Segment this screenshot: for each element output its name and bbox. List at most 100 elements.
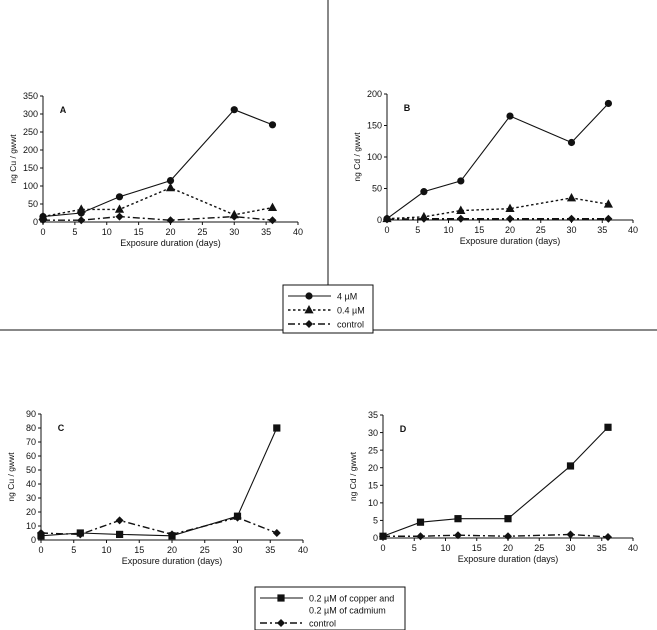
legend-box xyxy=(254,586,406,630)
data-point xyxy=(77,216,86,225)
y-tick-label: 30 xyxy=(368,428,378,438)
x-tick-label: 10 xyxy=(443,225,453,235)
panel-letter: A xyxy=(60,105,67,115)
legend-entry: 0.2 µM of copper and 0.2 µM of cadmium xyxy=(260,594,394,616)
legend-marker xyxy=(305,292,313,300)
y-tick-label: 200 xyxy=(23,145,38,155)
data-point xyxy=(116,530,124,538)
data-point xyxy=(272,529,281,537)
data-point xyxy=(416,532,425,541)
legend-marker xyxy=(277,619,285,627)
y-tick-label: 50 xyxy=(372,184,382,194)
data-point xyxy=(454,515,462,523)
x-tick-label: 0 xyxy=(38,545,43,555)
data-point xyxy=(38,211,48,220)
x-tick-label: 30 xyxy=(566,225,576,235)
x-axis-label: Exposure duration (days) xyxy=(458,554,559,564)
chart-panel-d: 0 5 10 15 20 25 30 35 0 5 10 15 20 25 30 35 40 Exposure d… xyxy=(348,410,638,564)
y-tick-label: 150 xyxy=(23,163,38,173)
data-point xyxy=(604,532,612,541)
data-point xyxy=(505,203,515,213)
x-axis-label: Exposure duration (days) xyxy=(120,238,221,248)
x-tick-label: 0 xyxy=(40,227,45,237)
legend-marker xyxy=(304,305,314,314)
series-square xyxy=(379,423,612,540)
x-tick-label: 35 xyxy=(261,227,271,237)
data-point xyxy=(166,177,175,185)
x-tick-label: 10 xyxy=(102,227,112,237)
legend-entry: control xyxy=(288,320,364,330)
y-tick-label: 0 xyxy=(373,533,378,543)
x-tick-label: 10 xyxy=(101,545,111,555)
x-tick-label: 25 xyxy=(200,545,210,555)
y-tick-label: 250 xyxy=(23,127,38,137)
chart-panel-a: 0 50 100 150 200 250 300 350 0 5 10 15 20 25 30 35 40 Exp… xyxy=(8,91,303,248)
x-tick-label: 30 xyxy=(565,543,575,553)
y-tick-label: 60 xyxy=(26,451,36,461)
x-tick-label: 40 xyxy=(628,543,638,553)
x-tick-label: 30 xyxy=(232,545,242,555)
series-circle xyxy=(39,106,277,221)
data-point xyxy=(566,530,575,539)
legend-marker xyxy=(305,320,313,328)
x-tick-label: 15 xyxy=(134,545,144,555)
y-tick-label: 100 xyxy=(367,152,382,162)
data-point xyxy=(457,177,465,185)
series-line xyxy=(40,427,278,537)
y-tick-label: 0 xyxy=(31,535,36,545)
legend-label: 4 µM xyxy=(337,292,357,302)
series-line xyxy=(40,516,278,536)
data-point xyxy=(115,193,124,201)
data-point xyxy=(233,513,242,522)
series-line xyxy=(382,426,609,537)
series-line xyxy=(383,533,609,538)
y-tick-label: 200 xyxy=(367,89,382,99)
y-tick-label: 50 xyxy=(26,465,36,475)
y-tick-label: 40 xyxy=(26,479,36,489)
data-point xyxy=(419,214,428,223)
data-point xyxy=(566,462,575,470)
legend-label: 0.4 µM xyxy=(337,306,365,316)
x-tick-label: 20 xyxy=(165,227,175,237)
y-tick-label: 20 xyxy=(26,507,36,517)
data-point xyxy=(76,530,85,539)
data-point xyxy=(268,216,277,225)
data-point xyxy=(114,204,125,213)
panel-letter: B xyxy=(404,103,411,113)
y-tick-label: 20 xyxy=(368,463,378,473)
y-tick-label: 80 xyxy=(26,423,36,433)
series-circle xyxy=(383,99,613,223)
x-tick-label: 10 xyxy=(440,543,450,553)
data-point xyxy=(604,423,612,431)
series-diamond xyxy=(383,214,613,224)
data-point xyxy=(267,202,278,211)
legend-entry: 0.4 µM xyxy=(288,305,365,316)
x-tick-label: 35 xyxy=(597,543,607,553)
data-point xyxy=(567,214,576,223)
data-point xyxy=(506,112,514,120)
data-point xyxy=(39,216,47,225)
series-triangle xyxy=(38,182,278,220)
chart-panel-b: 0 50 100 150 200 0 5 10 15 20 25 30 35 40 Exposure dur… xyxy=(352,89,638,246)
data-point xyxy=(604,214,613,223)
y-tick-label: 10 xyxy=(368,498,378,508)
x-tick-label: 15 xyxy=(474,225,484,235)
series-diamond xyxy=(39,212,277,225)
y-tick-label: 90 xyxy=(26,409,36,419)
legend-label: 0.2 µM of copper and xyxy=(309,594,394,604)
data-point xyxy=(420,188,428,196)
data-point xyxy=(566,192,577,202)
series-line xyxy=(386,218,609,221)
x-tick-label: 25 xyxy=(536,225,546,235)
y-tick-label: 70 xyxy=(26,437,36,447)
data-point xyxy=(168,530,176,539)
data-point xyxy=(115,516,124,525)
series-line xyxy=(43,215,273,221)
panel-letter: D xyxy=(400,424,407,434)
legend-top: 4 µM 0.4 µM control xyxy=(282,284,374,334)
data-point xyxy=(604,99,613,108)
data-point xyxy=(115,212,124,221)
data-point xyxy=(416,518,425,526)
series-diamond xyxy=(379,530,612,541)
